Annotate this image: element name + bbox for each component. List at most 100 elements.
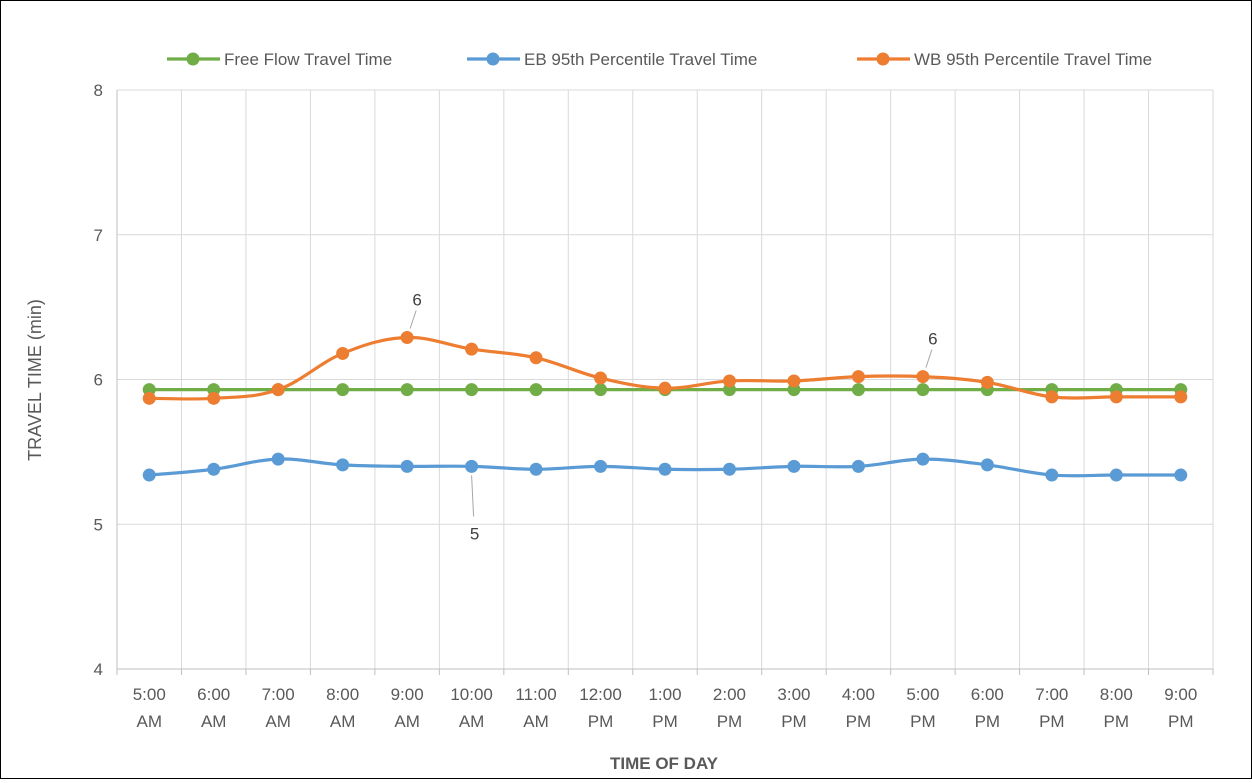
data-point [722,374,736,388]
data-point [787,374,801,388]
x-tick-label: PM [910,712,936,731]
data-label: 5 [470,524,479,543]
x-tick-label: PM [781,712,807,731]
data-labels: 6 6 5 [409,291,938,543]
data-point [916,383,930,397]
x-tick-label: 12:00 [579,685,622,704]
data-point [658,381,672,395]
x-tick-label: PM [975,712,1001,731]
data-point [1174,390,1188,404]
data-point [207,391,221,405]
legend-entry: WB 95th Percentile Travel Time [857,50,1152,69]
data-point [271,383,285,397]
data-point [529,462,543,476]
data-point [271,452,285,466]
x-tick-label: AM [394,712,420,731]
data-point [465,342,479,356]
axes: 4 5 6 7 8 5:00 AM 6:00 AM 7:00 AM 8:00 AM 9:00 AM 10:00… [94,81,1214,731]
data-point [465,459,479,473]
data-point [207,462,221,476]
data-point [722,462,736,476]
series-lines [142,331,1188,482]
data-point [400,383,414,397]
x-tick-label: PM [1039,712,1065,731]
leader-line [409,310,417,329]
x-tick-label: 6:00 [197,685,230,704]
x-tick-label: 5:00 [133,685,166,704]
y-tick-label: 5 [94,515,103,534]
legend-entry: EB 95th Percentile Travel Time [467,50,757,69]
x-tick-label: AM [265,712,291,731]
x-tick-label: AM [523,712,549,731]
series-3 [142,331,1188,405]
data-point [142,391,156,405]
data-point [336,346,350,360]
x-tick-label: 9:00 [391,685,424,704]
data-point [400,331,414,345]
data-point [980,375,994,389]
x-tick-label: 2:00 [713,685,746,704]
x-tick-label: 7:00 [262,685,295,704]
legend-swatch-marker [186,52,200,66]
legend-label: WB 95th Percentile Travel Time [914,50,1152,69]
x-tick-label: PM [652,712,678,731]
data-point [529,351,543,365]
legend-swatch-marker [876,52,890,66]
x-tick-label: 1:00 [648,685,681,704]
data-point [594,459,608,473]
data-point [851,370,865,384]
data-point [980,458,994,472]
data-point [851,383,865,397]
x-tick-label: PM [846,712,872,731]
x-tick-label: 4:00 [842,685,875,704]
data-point [465,383,479,397]
x-axis-title: TIME OF DAY [610,754,719,773]
x-tick-label: AM [201,712,227,731]
x-tick-label: 3:00 [777,685,810,704]
legend-label: EB 95th Percentile Travel Time [524,50,757,69]
y-tick-label: 7 [94,226,103,245]
x-tick-label: 8:00 [326,685,359,704]
y-axis-title: TRAVEL TIME (min) [25,299,45,461]
data-point [1174,468,1188,482]
data-point [1109,468,1123,482]
x-tick-label: AM [330,712,356,731]
data-point [851,459,865,473]
data-point [1045,390,1059,404]
leader-line [471,475,475,517]
data-point [142,468,156,482]
data-point [529,383,543,397]
data-point [400,459,414,473]
data-point [916,452,930,466]
y-tick-label: 8 [94,81,103,100]
data-point [916,370,930,384]
x-tick-label: PM [717,712,743,731]
leader-line [925,349,933,368]
data-label: 6 [928,330,937,349]
legend: Free Flow Travel Time EB 95th Percentile … [167,50,1152,69]
series-2 [142,452,1188,482]
data-point [594,383,608,397]
x-tick-label: 6:00 [971,685,1004,704]
data-point [594,371,608,385]
x-tick-label: PM [588,712,614,731]
x-tick-label: PM [1168,712,1194,731]
x-tick-label: AM [136,712,162,731]
data-point [336,458,350,472]
data-point [1109,390,1123,404]
x-tick-label: 5:00 [906,685,939,704]
data-label: 6 [412,291,421,310]
legend-label: Free Flow Travel Time [224,50,392,69]
y-tick-label: 6 [94,371,103,390]
data-point [787,459,801,473]
y-tick-label: 4 [94,660,103,679]
x-tick-label: PM [1104,712,1130,731]
data-point [1045,468,1059,482]
x-tick-label: 10:00 [450,685,493,704]
legend-swatch-marker [486,52,500,66]
gridlines [117,89,1214,669]
x-tick-label: 11:00 [515,685,556,704]
x-tick-label: 7:00 [1035,685,1068,704]
x-tick-label: 9:00 [1164,685,1197,704]
